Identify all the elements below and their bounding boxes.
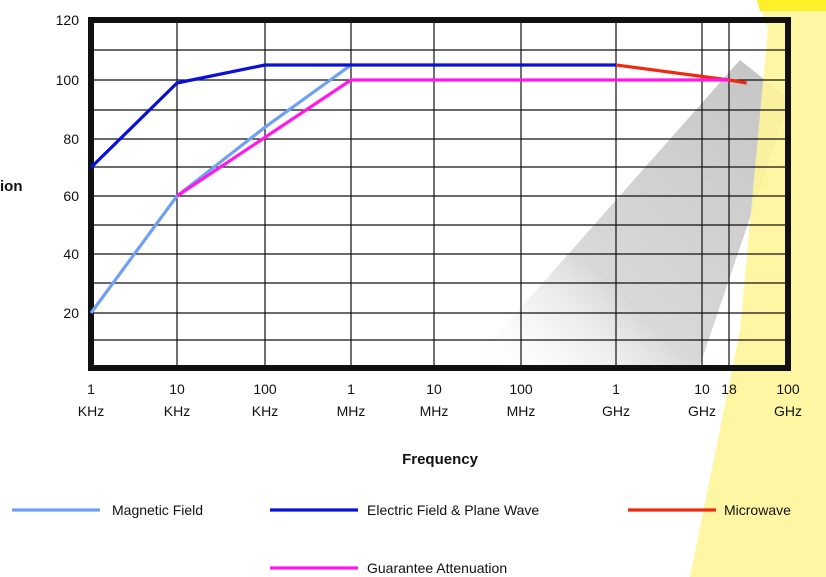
x-tick-label: 10 <box>694 381 710 397</box>
y-tick-label: 80 <box>63 131 79 147</box>
x-tick-label: 10 <box>426 381 442 397</box>
x-tick-unit-label: GHz <box>602 403 630 419</box>
legend: Magnetic Field Electric Field & Plane Wav… <box>12 502 791 576</box>
series-group <box>89 63 747 314</box>
x-tick-labels: 1 KHz 10 KHz 100 KHz 1 MHz 10 MHz 100 MHz 1 GHz 10 GHz 1… <box>78 381 802 419</box>
y-tick-label: 120 <box>56 12 80 28</box>
y-axis-label: ion <box>0 178 23 195</box>
y-tick-label: 60 <box>63 188 79 204</box>
series-line-electric-field-plane-wave <box>89 63 616 169</box>
x-tick-unit-label: MHz <box>337 403 366 419</box>
grid <box>91 20 788 368</box>
x-tick-label: 100 <box>509 381 533 397</box>
x-tick-unit-label: GHz <box>688 403 716 419</box>
background-shadow <box>470 60 790 365</box>
background-light-beam <box>690 0 826 577</box>
series-line-magnetic-field <box>89 63 352 314</box>
x-tick-label: 1 <box>87 381 95 397</box>
x-tick-unit-label: MHz <box>507 403 536 419</box>
x-tick-label: 1 <box>612 381 620 397</box>
legend-label-microwave: Microwave <box>724 502 791 518</box>
legend-label-electric-field-plane-wave: Electric Field & Plane Wave <box>367 502 539 518</box>
y-tick-label: 40 <box>63 246 79 262</box>
x-tick-unit-label: KHz <box>78 403 104 419</box>
x-tick-unit-label: KHz <box>252 403 278 419</box>
x-tick-label: 100 <box>253 381 277 397</box>
y-tick-label: 100 <box>56 72 80 88</box>
series-line-guarantee-attenuation <box>176 78 729 198</box>
x-tick-unit-label: KHz <box>164 403 190 419</box>
x-tick-label: 10 <box>169 381 185 397</box>
x-axis-label: Frequency <box>402 451 479 468</box>
x-tick-label: 100 <box>776 381 800 397</box>
plot-frame <box>88 17 791 371</box>
y-tick-labels: 20 40 60 80 100 120 <box>56 12 80 321</box>
y-tick-label: 20 <box>63 305 79 321</box>
corner-highlight <box>757 0 826 11</box>
x-tick-label: 18 <box>721 381 737 397</box>
legend-label-magnetic-field: Magnetic Field <box>112 502 203 518</box>
x-tick-unit-label: GHz <box>774 403 802 419</box>
x-tick-label: 1 <box>347 381 355 397</box>
x-tick-unit-label: MHz <box>420 403 449 419</box>
legend-label-guarantee-attenuation: Guarantee Attenuation <box>367 560 507 576</box>
